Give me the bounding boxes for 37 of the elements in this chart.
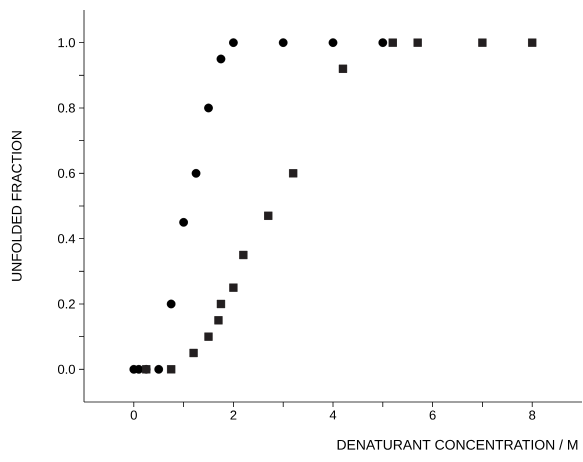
y-tick-label: 0.6 (58, 168, 75, 178)
point (378, 38, 388, 48)
point (278, 38, 288, 48)
x-tick-label: 6 (430, 410, 436, 420)
point (413, 38, 422, 47)
point (528, 38, 536, 47)
point (264, 212, 272, 220)
point (229, 283, 238, 292)
point (204, 332, 213, 341)
point (154, 364, 164, 374)
point (166, 365, 176, 374)
point (229, 38, 238, 48)
point (328, 38, 338, 48)
point (388, 38, 397, 47)
point (288, 169, 298, 178)
y-tick-label: 1.0 (58, 38, 75, 48)
y-tick-label: 0.4 (58, 234, 76, 244)
point (216, 54, 226, 64)
point (239, 250, 248, 260)
x-tick-label: 0 (130, 410, 137, 420)
x-axis-title: DENATURANT CONCENTRATION / M (338, 440, 578, 450)
y-tick-label: 0.8 (58, 103, 75, 113)
x-tick-label: 4 (330, 410, 336, 420)
y-axis-title: UNFOLDED FRACTION (12, 131, 22, 281)
y-tick-label: 0.2 (58, 299, 75, 309)
point (216, 300, 226, 308)
point (214, 316, 223, 325)
y-tick-label: 0.0 (58, 364, 75, 374)
point (478, 38, 487, 47)
point (179, 218, 188, 227)
point (166, 300, 176, 308)
point (189, 348, 198, 358)
x-tick-label: 2 (230, 410, 236, 420)
point (338, 64, 348, 73)
point (192, 168, 200, 178)
point (204, 104, 213, 112)
x-tick-label: 8 (529, 410, 536, 420)
